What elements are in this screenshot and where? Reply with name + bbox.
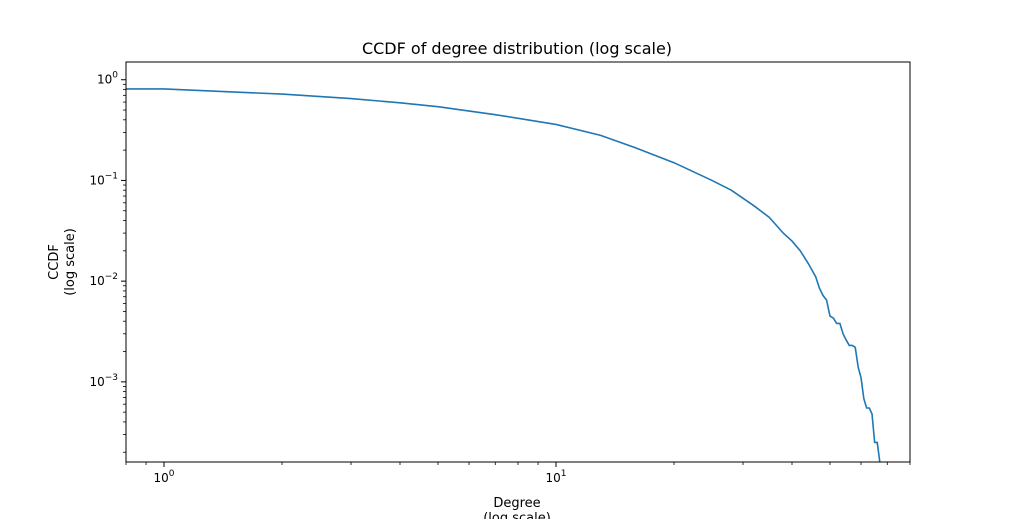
y-axis-label-sub: (log scale) [63, 228, 78, 296]
x-axis-ticks: 100 101 [125, 462, 911, 485]
x-tick-label: 101 [545, 469, 566, 485]
y-tick-label: 10−2 [89, 272, 118, 288]
chart-title: CCDF of degree distribution (log scale) [362, 39, 672, 58]
y-tick-label: 10−1 [89, 171, 118, 187]
plot-frame [125, 61, 911, 463]
plot-area [126, 62, 910, 462]
y-axis-ticks: 100 10−1 10−2 10−3 [89, 71, 126, 453]
y-tick-label: 10−3 [89, 373, 118, 389]
y-tick-label: 100 [97, 71, 118, 87]
x-tick-label: 100 [153, 469, 174, 485]
y-axis-label: CCDF [47, 244, 62, 280]
x-axis-label-sub: (log scale) [483, 511, 551, 519]
x-axis-label: Degree [493, 496, 540, 511]
ccdf-series-line [126, 88, 881, 463]
